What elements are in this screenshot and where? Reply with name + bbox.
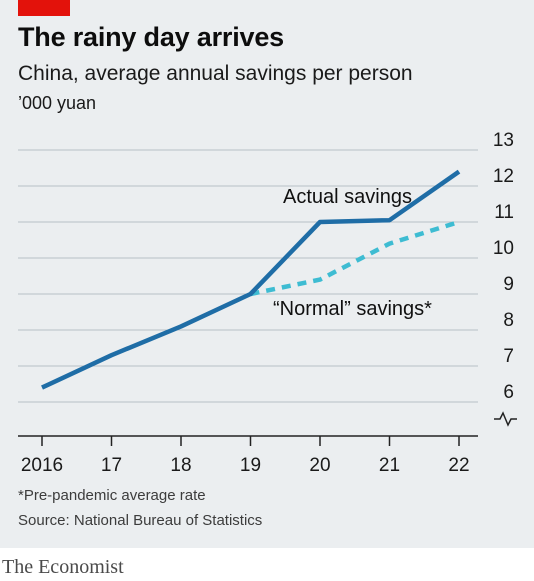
axis-break-icon xyxy=(494,411,517,427)
grid-lines xyxy=(18,149,478,437)
y-tick-label: 8 xyxy=(503,310,514,331)
y-tick-label: 9 xyxy=(503,274,514,295)
y-tick-labels: 6 7 8 9 10 11 12 13 xyxy=(493,130,514,403)
chart-title: The rainy day arrives xyxy=(18,22,284,52)
x-tick-labels: 2016 17 18 19 20 21 22 xyxy=(21,436,470,476)
publisher-brand: The Economist xyxy=(2,556,124,578)
y-tick-label: 11 xyxy=(494,202,514,223)
y-axis-unit-label: ’000 yuan xyxy=(18,93,97,113)
series-lines xyxy=(41,169,461,390)
x-tick-label: 21 xyxy=(379,455,400,476)
y-tick-label: 7 xyxy=(503,346,514,367)
x-tick-label: 22 xyxy=(448,455,469,476)
y-tick-label: 13 xyxy=(493,130,514,151)
normal-savings-line xyxy=(250,219,460,297)
line-chart: 6 7 8 9 10 11 12 13 2016 17 18 19 20 21 22 Actual sav… xyxy=(18,130,517,476)
axis-break-mark xyxy=(494,411,517,427)
y-tick-label: 6 xyxy=(503,382,514,403)
y-tick-label: 10 xyxy=(493,238,514,259)
actual-savings-line xyxy=(41,169,461,390)
chart-card: The rainy day arrives China, average ann… xyxy=(0,0,534,548)
source-note: Source: National Bureau of Statistics xyxy=(18,512,263,529)
x-tick-label: 18 xyxy=(170,455,191,476)
x-tick-label: 20 xyxy=(309,455,330,476)
series-labels: Actual savings “Normal” savings* xyxy=(273,186,432,320)
y-tick-label: 12 xyxy=(493,166,514,187)
footnote: *Pre-pandemic average rate xyxy=(18,487,206,504)
normal-savings-label: “Normal” savings* xyxy=(273,298,432,320)
actual-savings-label: Actual savings xyxy=(283,186,412,208)
x-tick-label: 17 xyxy=(101,455,122,476)
x-tick-label: 2016 xyxy=(21,455,63,476)
x-tick-label: 19 xyxy=(240,455,261,476)
chart-subtitle: China, average annual savings per person xyxy=(18,62,413,85)
brand-red-tab xyxy=(18,0,70,16)
